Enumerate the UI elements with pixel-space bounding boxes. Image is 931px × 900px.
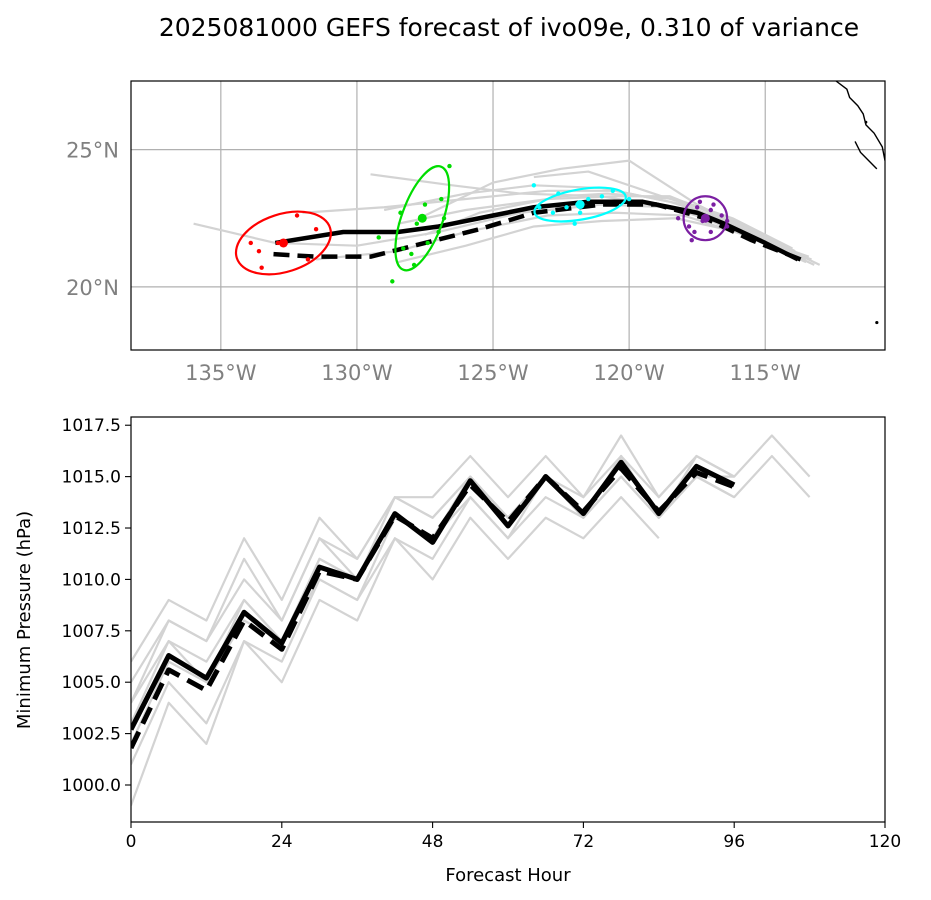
coastline bbox=[835, 81, 885, 325]
y-axis-label: Minimum Pressure (hPa) bbox=[14, 511, 35, 729]
uncertainty-ellipses bbox=[234, 163, 730, 284]
member-position-dot bbox=[689, 238, 694, 243]
y-tick-label: 1000.0 bbox=[62, 776, 121, 796]
y-tick-label: 1005.0 bbox=[62, 673, 121, 693]
member-position-dot bbox=[390, 279, 395, 284]
map-tick-labels: 135°W 130°W 125°W 120°W 115°W 25°N 20°N bbox=[66, 139, 801, 385]
island-dot bbox=[875, 320, 879, 325]
member-position-dot bbox=[531, 183, 537, 188]
member-position-dot bbox=[711, 202, 716, 207]
member-position-dot bbox=[376, 235, 381, 240]
member-position-dot bbox=[694, 205, 700, 210]
member-position-dot bbox=[686, 224, 692, 229]
member-position-dot bbox=[675, 216, 681, 221]
member-position-dot bbox=[550, 210, 556, 215]
member-position-dot bbox=[577, 210, 583, 215]
y-tick-label: 1010.0 bbox=[62, 570, 121, 590]
lat-tick-label: 20°N bbox=[66, 276, 119, 300]
member-position-dot bbox=[259, 265, 264, 270]
ensemble-pressure-line bbox=[131, 454, 735, 683]
member-position-dot bbox=[564, 205, 569, 210]
mean-pressure-line bbox=[131, 459, 736, 731]
main-pressure-lines bbox=[131, 459, 736, 750]
track-map-panel: 135°W 130°W 125°W 120°W 115°W 25°N 20°N bbox=[66, 80, 886, 385]
member-position-dot bbox=[248, 240, 253, 246]
member-position-dot bbox=[425, 240, 430, 246]
member-position-dot bbox=[697, 199, 703, 204]
coastline-segment bbox=[835, 81, 885, 161]
y-tick-label: 1015.0 bbox=[62, 468, 121, 488]
pressure-chart-panel: 0 24 48 72 96 120 1000.0 1002.5 1005.0 1007.5 1010… bbox=[14, 416, 901, 886]
member-position-dot bbox=[447, 163, 452, 169]
uncertainty-ellipse bbox=[682, 195, 729, 242]
member-position-dot bbox=[586, 196, 591, 202]
ensemble-track bbox=[424, 192, 793, 250]
lon-tick-label: 115°W bbox=[730, 361, 802, 385]
lon-tick-label: 135°W bbox=[185, 361, 257, 385]
y-tick-label: 1007.5 bbox=[62, 622, 121, 642]
mean-position-dot bbox=[417, 213, 427, 223]
map-frame bbox=[130, 80, 886, 351]
mean-position-dot bbox=[575, 200, 585, 210]
member-position-dot bbox=[305, 257, 311, 262]
y-tick-label: 1017.5 bbox=[62, 416, 121, 436]
member-position-dot bbox=[572, 221, 577, 226]
member-position-dot bbox=[692, 229, 697, 235]
member-position-dot bbox=[719, 213, 724, 218]
axis-ticks: 0 24 48 72 96 120 1000.0 1002.5 1005.0 1007.5 1010… bbox=[62, 416, 902, 852]
lon-tick-label: 130°W bbox=[321, 361, 393, 385]
x-tick-label: 48 bbox=[422, 832, 444, 852]
chart-title: 2025081000 GEFS forecast of ivo09e, 0.31… bbox=[159, 13, 859, 42]
lat-tick-label: 25°N bbox=[66, 139, 119, 163]
island-dot bbox=[864, 120, 868, 124]
lon-tick-label: 125°W bbox=[457, 361, 529, 385]
x-tick-label: 72 bbox=[573, 832, 595, 852]
x-tick-label: 120 bbox=[869, 832, 901, 852]
uncertainty-ellipse bbox=[533, 186, 627, 223]
member-position-dot bbox=[313, 227, 319, 232]
uncertainty-ellipse bbox=[394, 165, 451, 272]
member-position-dot bbox=[708, 207, 713, 213]
y-tick-label: 1012.5 bbox=[62, 519, 121, 539]
member-position-dot bbox=[256, 248, 262, 254]
member-position-dot bbox=[401, 246, 406, 251]
coastline-segment bbox=[854, 141, 878, 170]
x-axis-label: Forecast Hour bbox=[445, 865, 571, 886]
ensemble-track bbox=[302, 189, 807, 261]
x-tick-label: 24 bbox=[271, 832, 293, 852]
mean-track bbox=[274, 199, 799, 262]
x-tick-label: 96 bbox=[723, 832, 745, 852]
lon-tick-label: 120°W bbox=[593, 361, 665, 385]
member-position-dot bbox=[294, 213, 300, 218]
x-tick-label: 0 bbox=[126, 832, 137, 852]
member-position-dot bbox=[422, 202, 428, 207]
member-position-dot bbox=[708, 229, 713, 235]
mean-position-dot bbox=[278, 238, 288, 248]
member-position-dot bbox=[626, 196, 632, 202]
y-tick-label: 1002.5 bbox=[62, 725, 121, 745]
uncertainty-ellipse bbox=[234, 210, 332, 276]
member-position-dot bbox=[599, 194, 605, 199]
ensemble-track bbox=[533, 170, 796, 253]
plot-frame bbox=[130, 416, 886, 823]
member-position-dot bbox=[414, 221, 420, 226]
member-position-dot bbox=[439, 196, 444, 202]
mean-position-dot bbox=[700, 213, 710, 223]
member-position-dot bbox=[409, 251, 414, 257]
